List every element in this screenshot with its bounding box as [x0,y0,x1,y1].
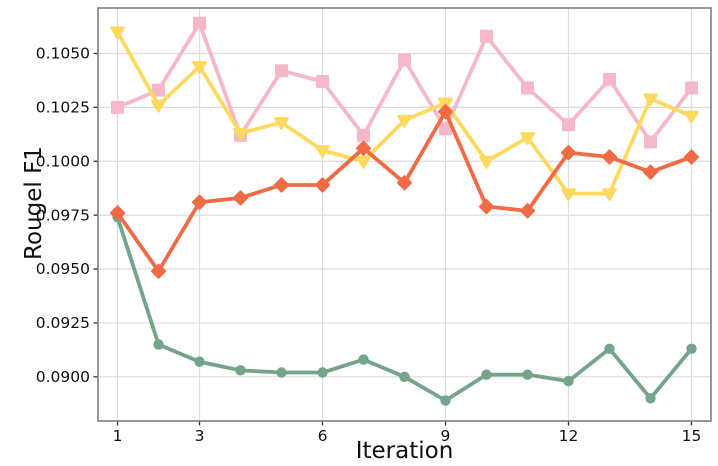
plot-border [97,7,712,422]
y-tick-label: 0.1050 [36,45,90,63]
square-marker [561,118,575,132]
diamond-marker [355,140,372,156]
diamond-marker [273,177,290,193]
diamond-marker [191,194,208,210]
square-marker [111,100,125,114]
y-tick-label: 0.1000 [36,152,90,170]
triangle-down-marker [479,155,494,169]
triangle-down-marker [561,188,576,201]
y-tick-label: 0.1025 [36,99,90,117]
triangle-down-marker [274,117,289,130]
triangle-down-marker [151,99,166,113]
triangle-down-marker [684,110,699,124]
y-tick-label: 0.0925 [36,314,90,332]
y-tick-label: 0.0950 [36,260,90,278]
square-marker [152,83,166,97]
x-tick-label: 3 [195,427,205,445]
circle-marker [399,371,410,383]
y-tick-label: 0.0900 [36,368,90,386]
x-axis-label: Iteration [355,438,454,464]
circle-marker [522,369,533,380]
circle-marker [235,365,246,376]
triangle-down-marker [233,127,248,141]
diamond-marker [642,164,659,180]
diamond-marker [314,177,331,193]
circle-marker [317,367,328,378]
square-marker [316,75,330,89]
x-tick-label: 6 [318,427,328,445]
square-marker [684,81,698,95]
square-marker [398,53,411,67]
diamond-marker [232,190,249,206]
square-marker [602,72,616,86]
diamond-marker [683,149,700,165]
circle-marker [153,339,164,350]
diamond-marker [396,175,413,191]
triangle-down-marker [315,145,330,158]
circle-marker [358,354,369,365]
triangle-down-marker [356,155,371,169]
circle-marker [276,367,287,378]
triangle-down-marker [602,188,617,201]
diamond-marker [601,149,618,165]
triangle-down-marker [397,114,412,128]
circle-marker [686,343,697,354]
diamond-marker [560,145,577,161]
triangle-down-marker [520,132,535,145]
x-tick-label: 15 [682,427,702,445]
circle-marker [194,356,205,367]
triangle-down-marker [438,97,453,111]
square-marker [193,16,207,30]
circle-marker [645,393,656,404]
diamond-marker [478,198,495,215]
diamond-marker [150,263,167,279]
triangle-down-marker [110,26,125,40]
x-tick-label: 12 [559,427,579,445]
y-axis-label: Rougel F1 [21,146,47,260]
triangle-down-marker [192,61,207,74]
y-tick-label: 0.0975 [36,206,90,224]
circle-marker [481,369,492,380]
square-marker [357,128,371,142]
x-tick-label: 1 [113,427,123,445]
square-marker [520,81,534,95]
diamond-marker [109,205,126,221]
square-marker [643,135,657,149]
diamond-marker [437,104,454,120]
square-marker [275,64,289,78]
x-tick-label: 9 [441,427,451,445]
diamond-marker [519,203,536,219]
square-marker [479,29,493,43]
triangle-down-marker [643,93,658,107]
circle-marker [440,395,451,406]
circle-marker [604,343,615,354]
circle-marker [563,375,574,387]
